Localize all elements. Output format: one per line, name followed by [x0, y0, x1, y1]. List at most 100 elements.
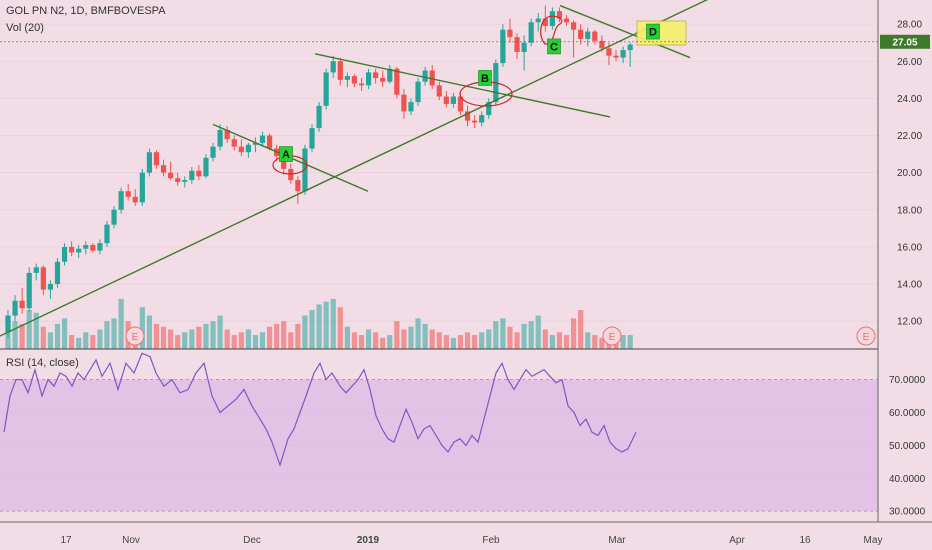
candle-body: [535, 18, 541, 23]
candle-body: [33, 267, 39, 273]
volume-bar: [422, 323, 428, 349]
candle-body: [139, 172, 145, 203]
earnings-icon[interactable]: [125, 326, 145, 346]
volume-bar: [12, 321, 18, 349]
marker-a[interactable]: [279, 146, 293, 162]
candle-body: [401, 94, 407, 112]
candle-body: [620, 50, 626, 58]
candle-body: [563, 18, 570, 23]
volume-bar: [486, 329, 492, 349]
rsi-grid: [0, 379, 878, 512]
rsi-line: [3, 352, 637, 468]
candle-body: [521, 42, 527, 52]
volume-bar: [160, 326, 167, 349]
price-tick-label: 16.00: [897, 242, 922, 253]
candle-body: [12, 300, 18, 316]
candle-body: [387, 68, 393, 82]
date-label: 16: [799, 535, 811, 546]
volume-bar: [535, 315, 541, 349]
marker-c[interactable]: [547, 38, 561, 55]
earnings-icon-label: E: [863, 332, 870, 343]
candle-body: [542, 18, 548, 26]
candle-body: [153, 152, 160, 166]
price-tick-label: 24.00: [897, 94, 922, 105]
price-tick-label: 26.00: [897, 57, 922, 68]
rsi-axis-ticks[interactable]: 70.0000 60.0000 50.0000 40.0000 30.0000: [889, 375, 926, 518]
candle-body: [259, 135, 266, 143]
volume-bar: [592, 335, 598, 349]
candle-body: [245, 144, 251, 153]
volume-bar: [182, 332, 188, 349]
volume-bar: [168, 329, 174, 349]
circle-c[interactable]: [540, 15, 563, 45]
volume-bar: [556, 332, 563, 349]
price-axis-background: [878, 0, 932, 522]
price-axis-ticks[interactable]: 28.00 26.00 24.00 22.00 20.00 18.00 16.00 14.00…: [897, 20, 922, 328]
volume-bar: [514, 332, 520, 349]
annotations: A B C D: [272, 15, 687, 175]
rsi-tick-label: 30.0000: [889, 507, 926, 518]
volume-bar: [450, 337, 457, 349]
candle-body: [528, 22, 534, 43]
candle-body: [592, 31, 598, 41]
candle-body: [316, 105, 322, 129]
volume-bar: [436, 332, 442, 349]
candle-body: [429, 70, 435, 86]
earnings-icon[interactable]: [856, 326, 876, 346]
candle-body: [344, 76, 350, 80]
candle-body: [556, 11, 563, 19]
volume-bar: [330, 298, 336, 349]
time-axis-labels[interactable]: 17 Nov Dec 2019 Feb Mar Apr 16 May: [60, 535, 882, 546]
candle-body: [408, 102, 414, 112]
candle-body: [571, 22, 577, 30]
volume-bar: [472, 335, 478, 349]
volume-bar: [365, 329, 372, 349]
candle-body: [373, 72, 379, 78]
date-label: Dec: [243, 535, 261, 546]
candle-body: [40, 267, 46, 290]
candle-body: [627, 44, 633, 51]
highlight-box[interactable]: [636, 20, 687, 46]
price-tick-label: 18.00: [897, 205, 922, 216]
volume-bar: [245, 329, 251, 349]
rsi-tick-label: 70.0000: [889, 375, 926, 386]
volume-bar: [571, 318, 577, 349]
trendline[interactable]: [314, 53, 611, 118]
candle-body: [330, 61, 336, 73]
candles: [5, 5, 633, 338]
trendline[interactable]: [559, 4, 691, 59]
price-badge: 27.05: [880, 34, 930, 49]
volume-bar: [500, 318, 506, 349]
candle-body: [238, 146, 244, 153]
candle-body: [464, 111, 471, 121]
candle-body: [182, 180, 188, 182]
candle-body: [69, 246, 75, 253]
candle-body: [111, 209, 117, 225]
marker-b[interactable]: [478, 70, 492, 86]
candle-body: [365, 72, 372, 86]
volume-bar: [415, 318, 421, 349]
volume-bar: [153, 323, 160, 349]
volume-bar: [302, 315, 308, 349]
candle-body: [500, 29, 506, 64]
candle-body: [132, 196, 138, 203]
volume-bar: [259, 332, 266, 349]
candle-body: [19, 300, 25, 309]
rsi-tick-label: 60.0000: [889, 408, 926, 419]
volume-bar: [47, 332, 54, 349]
price-tick-label: 12.00: [897, 317, 922, 328]
earnings-icon[interactable]: [602, 326, 622, 346]
volume-bar: [69, 335, 75, 349]
volume-bar: [83, 332, 89, 349]
candle-body: [160, 165, 167, 173]
date-label: Mar: [608, 535, 626, 546]
volume-bar: [521, 323, 527, 349]
volume-bar: [274, 323, 280, 349]
volume-bar: [146, 315, 152, 349]
rsi-tick-label: 40.0000: [889, 474, 926, 485]
volume-bar: [40, 326, 46, 349]
date-label: Apr: [729, 535, 745, 546]
marker-d[interactable]: [646, 23, 660, 40]
volume-bar: [281, 321, 287, 349]
